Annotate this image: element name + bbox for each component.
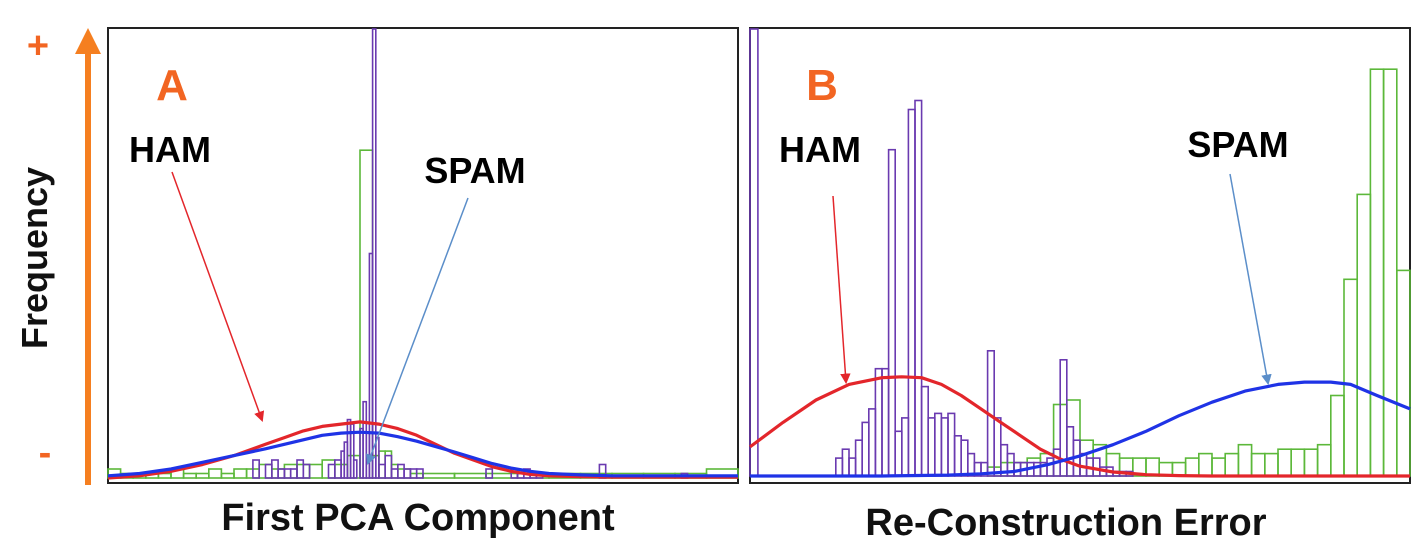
panel-b-ham-fit-curve	[749, 375, 1410, 478]
panel-a-plot-area	[107, 28, 739, 480]
y-axis: + - Frequency	[14, 25, 101, 485]
panel-b-spam-arrow	[1229, 173, 1272, 386]
panel-a-spam-arrow	[366, 197, 469, 465]
panel-a-ham-annotation: HAM	[129, 129, 211, 170]
y-axis-minus: -	[39, 432, 52, 474]
panel-a-ham-bar-7	[302, 463, 311, 479]
panel-a-ham-bar-22	[384, 454, 393, 479]
panel-a-ham-bar-14	[352, 459, 358, 479]
panel-a-ham-bar-19	[371, 28, 377, 479]
panel-b-spam-fit-curve	[750, 380, 1411, 478]
panel-a-letter: A	[156, 61, 188, 110]
panel-a-ham-arrow	[171, 171, 265, 422]
y-axis-label: Frequency	[14, 167, 55, 349]
panel-b-spam-annotation: SPAM	[1187, 124, 1288, 165]
panel-b-x-axis-label: Re-Construction Error	[865, 502, 1266, 544]
panel-a-spam-fit-curve	[107, 430, 738, 478]
y-axis-arrowhead	[75, 28, 101, 54]
panel-a-x-axis-label: First PCA Component	[221, 497, 615, 539]
panel-b-ham-arrow	[832, 195, 851, 385]
panel-b: B HAM SPAM Re-Construction Error	[749, 27, 1411, 544]
panel-a-frame	[107, 27, 739, 484]
panel-b-plot-area	[749, 28, 1411, 478]
panel-b-ham-bar-35	[1059, 358, 1068, 477]
panel-b-ham-annotation: HAM	[779, 129, 861, 170]
panel-a-ham-bar-27	[415, 468, 424, 479]
panel-a-spam-annotation: SPAM	[424, 150, 525, 191]
panel-a-ham-bar-0	[252, 459, 260, 479]
panel-b-letter: B	[806, 61, 838, 110]
y-axis-plus: +	[27, 25, 49, 67]
panel-a: A HAM SPAM First PCA Component	[107, 27, 739, 539]
panel-a-ham-bar-28	[485, 468, 494, 479]
